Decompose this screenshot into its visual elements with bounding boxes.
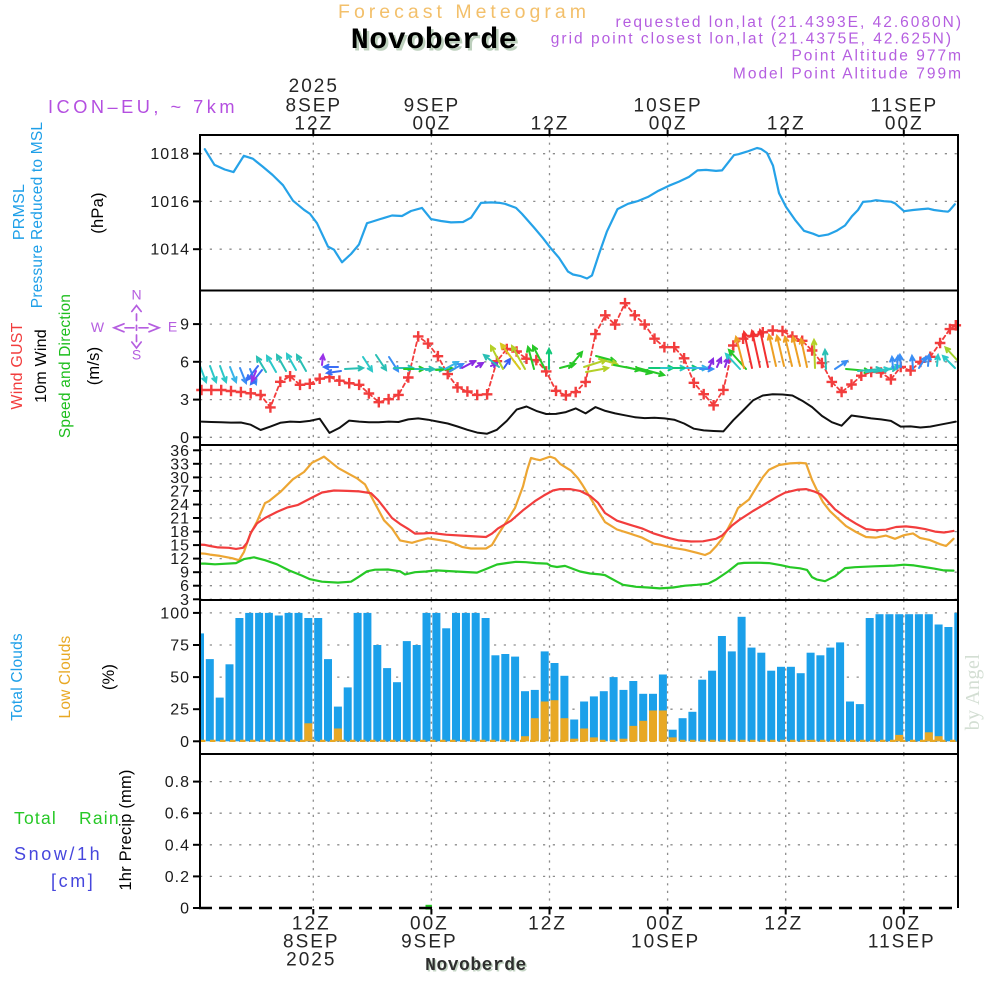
svg-text:11SEP: 11SEP bbox=[870, 96, 938, 117]
svg-text:ICON–EU, ~ 7km: ICON–EU, ~ 7km bbox=[48, 97, 238, 117]
svg-text:(m/s): (m/s) bbox=[85, 347, 103, 386]
svg-text:Point Altitude 977m: Point Altitude 977m bbox=[791, 48, 963, 65]
svg-text:1hr Precip (mm): 1hr Precip (mm) bbox=[117, 769, 135, 890]
svg-text:9SEP: 9SEP bbox=[401, 932, 458, 953]
svg-text:10SEP: 10SEP bbox=[634, 96, 703, 117]
svg-text:2025: 2025 bbox=[286, 950, 336, 971]
svg-text:12Z: 12Z bbox=[764, 914, 803, 935]
svg-text:00Z: 00Z bbox=[885, 114, 924, 135]
svg-text:00Z: 00Z bbox=[413, 114, 452, 135]
svg-text:24: 24 bbox=[170, 497, 190, 514]
svg-text:6: 6 bbox=[180, 354, 190, 371]
svg-text:10m Wind: 10m Wind bbox=[33, 329, 50, 403]
svg-text:9: 9 bbox=[180, 565, 190, 582]
svg-text:Low Clouds: Low Clouds bbox=[57, 635, 74, 718]
svg-text:12Z: 12Z bbox=[767, 114, 806, 135]
svg-text:Total Clouds: Total Clouds bbox=[9, 633, 26, 721]
svg-text:1016: 1016 bbox=[150, 194, 190, 211]
svg-text:10SEP: 10SEP bbox=[631, 932, 700, 953]
svg-text:by Angel: by Angel bbox=[962, 654, 984, 731]
svg-text:27: 27 bbox=[170, 483, 190, 500]
svg-text:Forecast Meteogram: Forecast Meteogram bbox=[338, 1, 590, 23]
svg-text:Snow/1h: Snow/1h bbox=[14, 844, 102, 864]
svg-text:9: 9 bbox=[180, 317, 190, 334]
svg-text:0.8: 0.8 bbox=[165, 774, 190, 791]
svg-text:36: 36 bbox=[170, 443, 190, 460]
svg-text:33: 33 bbox=[170, 456, 190, 473]
svg-text:0.4: 0.4 bbox=[165, 837, 190, 854]
svg-text:9SEP: 9SEP bbox=[404, 96, 461, 117]
svg-text:Pressure Reduced to MSL: Pressure Reduced to MSL bbox=[29, 122, 46, 309]
svg-text:E: E bbox=[168, 319, 177, 335]
svg-text:2025: 2025 bbox=[289, 76, 339, 97]
svg-text:00Z: 00Z bbox=[649, 114, 688, 135]
svg-text:30: 30 bbox=[170, 470, 190, 487]
svg-text:0.6: 0.6 bbox=[165, 806, 190, 823]
svg-text:Model Point Altitude 799m: Model Point Altitude 799m bbox=[733, 66, 963, 83]
svg-text:Total: Total bbox=[14, 808, 57, 828]
svg-text:12Z: 12Z bbox=[528, 914, 567, 935]
svg-text:S: S bbox=[132, 347, 141, 363]
svg-text:grid point closest lon,lat (21: grid point closest lon,lat (21.4375E, 42… bbox=[551, 31, 953, 48]
svg-text:12: 12 bbox=[170, 551, 190, 568]
svg-text:00Z: 00Z bbox=[882, 914, 921, 935]
svg-text:1018: 1018 bbox=[150, 146, 190, 163]
svg-text:00Z: 00Z bbox=[410, 914, 449, 935]
svg-text:Novoberde: Novoberde bbox=[425, 956, 527, 976]
svg-text:25: 25 bbox=[170, 702, 190, 719]
svg-text:100: 100 bbox=[160, 605, 190, 622]
svg-text:18: 18 bbox=[170, 524, 190, 541]
svg-text:N: N bbox=[131, 287, 141, 303]
svg-text:15: 15 bbox=[170, 538, 190, 555]
svg-text:8SEP: 8SEP bbox=[286, 96, 343, 117]
svg-text:0.2: 0.2 bbox=[165, 869, 190, 886]
svg-text:21: 21 bbox=[170, 511, 190, 528]
svg-text:[cm]: [cm] bbox=[51, 871, 95, 891]
svg-text:12Z: 12Z bbox=[292, 914, 331, 935]
svg-text:50: 50 bbox=[170, 670, 190, 687]
svg-text:0: 0 bbox=[180, 430, 190, 447]
svg-text:11SEP: 11SEP bbox=[868, 932, 936, 953]
svg-text:Novoberde: Novoberde bbox=[351, 24, 518, 58]
svg-text:Rain: Rain bbox=[79, 808, 120, 828]
svg-text:requested lon,lat (21.4393E, 4: requested lon,lat (21.4393E, 42.6080N) bbox=[616, 14, 963, 31]
svg-text:12Z: 12Z bbox=[531, 114, 570, 135]
svg-text:Wind GUST: Wind GUST bbox=[9, 322, 26, 409]
svg-text:1014: 1014 bbox=[150, 242, 190, 259]
svg-text:(hPa): (hPa) bbox=[89, 192, 107, 233]
svg-text:3: 3 bbox=[180, 592, 190, 609]
svg-text:(%): (%) bbox=[100, 664, 118, 690]
svg-text:Novoberde: Novoberde bbox=[427, 958, 529, 978]
svg-text:6: 6 bbox=[180, 578, 190, 595]
svg-text:Novoberde: Novoberde bbox=[353, 27, 520, 61]
svg-text:Speed and Direction: Speed and Direction bbox=[57, 294, 74, 438]
svg-text:8SEP: 8SEP bbox=[283, 932, 340, 953]
svg-text:12Z: 12Z bbox=[294, 114, 333, 135]
svg-text:W: W bbox=[91, 319, 105, 335]
svg-text:PRMSL: PRMSL bbox=[11, 184, 28, 240]
svg-text:00Z: 00Z bbox=[646, 914, 685, 935]
svg-text:75: 75 bbox=[170, 638, 190, 655]
svg-text:0: 0 bbox=[180, 901, 190, 918]
svg-text:0: 0 bbox=[180, 734, 190, 751]
svg-text:3: 3 bbox=[180, 392, 190, 409]
